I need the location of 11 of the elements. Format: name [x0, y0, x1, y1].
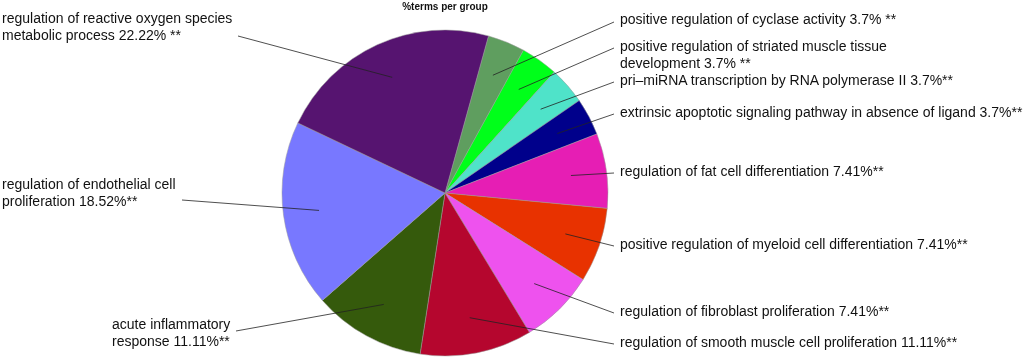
slice-label: acute inflammatory response 11.11%**	[112, 316, 231, 349]
slice-label: positive regulation of cyclase activity 3.7% **	[620, 11, 897, 27]
slice-label: pri–miRNA transcription by RNA polymerase II 3.7%**	[620, 72, 954, 88]
chart-title: %terms per group	[402, 1, 488, 12]
slice-label: regulation of reactive oxygen species metabolic process 22.22% **	[2, 10, 233, 43]
slice-label: regulation of smooth muscle cell proliferation 11.11%**	[620, 334, 958, 350]
slice-label: extrinsic apoptotic signaling pathway in absence of ligand 3.7%**	[620, 104, 1023, 120]
slice-label: regulation of fibroblast proliferation 7.41%**	[620, 303, 890, 319]
slice-label: positive regulation of myeloid cell differentiation 7.41%**	[620, 236, 969, 252]
slice-label: regulation of fat cell differentiation 7.41%**	[620, 163, 885, 179]
slice-label: regulation of endothelial cell proliferation 18.52%**	[2, 176, 176, 209]
